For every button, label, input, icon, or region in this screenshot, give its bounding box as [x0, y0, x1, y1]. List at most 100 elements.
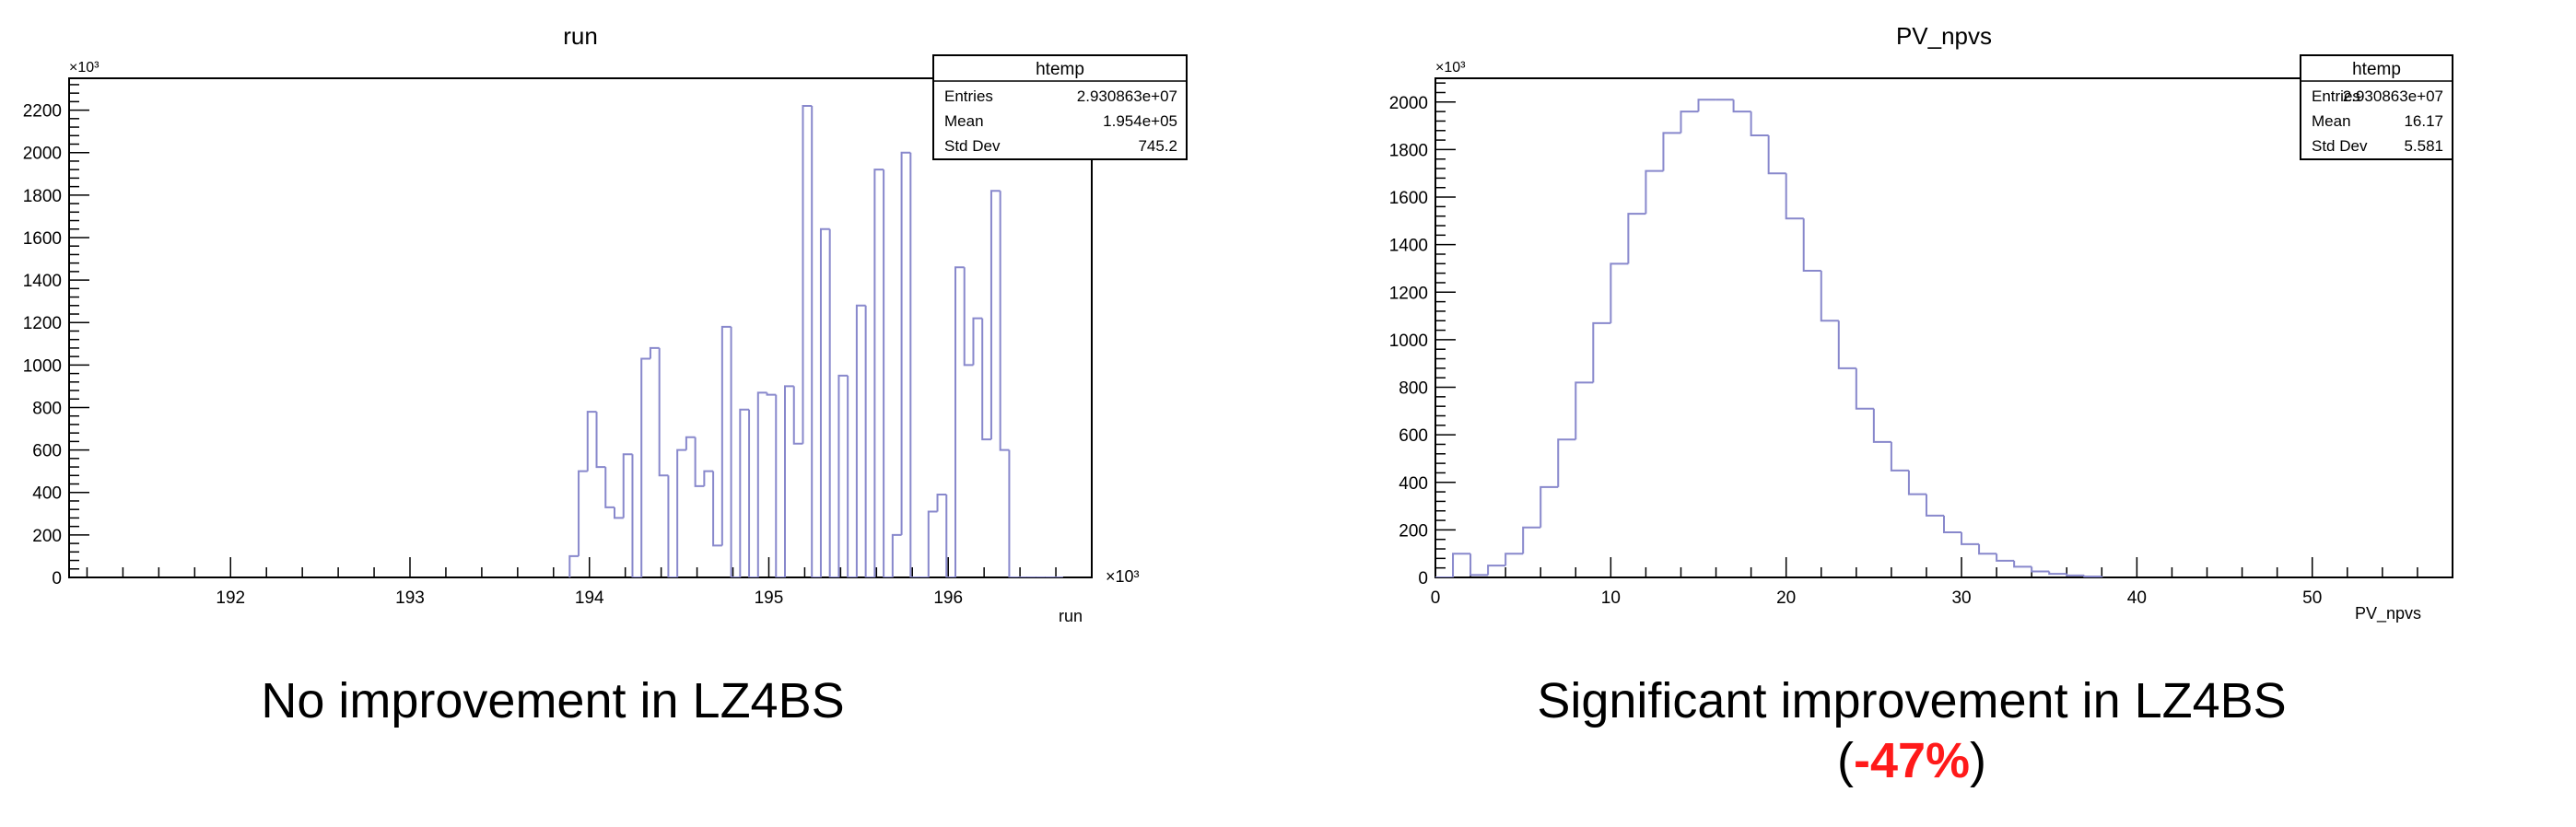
- histogram-bin: [1785, 173, 1804, 220]
- histogram-bin: [819, 227, 830, 577]
- histogram-bin: [1645, 169, 1664, 215]
- histogram-bin: [883, 169, 893, 577]
- stats-label: Entries: [2312, 87, 2360, 105]
- x-tick-label: 10: [1601, 588, 1621, 608]
- histogram-bin: [1469, 553, 1489, 577]
- histogram-bin: [1837, 320, 1856, 369]
- histogram-bin: [891, 533, 902, 577]
- x-tick-label: 193: [395, 588, 425, 608]
- histogram-bin: [676, 448, 686, 577]
- histogram-bin: [712, 471, 722, 547]
- stats-label: Entries: [944, 87, 993, 105]
- histogram-bin: [1487, 565, 1506, 576]
- histogram-bin: [2066, 574, 2085, 577]
- histogram-bin: [631, 454, 642, 577]
- histogram-bin: [989, 190, 1001, 440]
- plot-frame: [1434, 77, 2453, 578]
- histogram-bin: [936, 494, 947, 512]
- histogram-bin: [847, 375, 857, 577]
- right-caption-line2: (-47%): [1410, 732, 2414, 789]
- histogram-bin: [775, 394, 785, 577]
- histogram-bins: [1435, 99, 2103, 577]
- stats-value: 745.2: [1138, 137, 1177, 155]
- histogram-bin: [1820, 271, 1839, 322]
- histogram-bin: [999, 191, 1010, 451]
- y-tick-label: 1200: [23, 314, 62, 333]
- stats-value: 2.930863e+07: [1077, 87, 1177, 105]
- y-tick-label: 1000: [23, 356, 62, 376]
- histogram-bin: [828, 228, 839, 577]
- histogram-bin: [720, 325, 732, 546]
- histogram-bin: [1750, 111, 1769, 136]
- y-exponent-label: ×10³: [69, 60, 100, 76]
- histogram-bin: [909, 152, 920, 577]
- y-tick-label: 800: [32, 399, 62, 418]
- histogram-bin: [1008, 449, 1019, 577]
- chart-title: PV_npvs: [1896, 22, 1992, 50]
- histogram-bin: [2083, 575, 2102, 577]
- x-tick-label: 192: [216, 588, 245, 608]
- stats-box-frame: [2300, 54, 2453, 160]
- histogram-bin: [640, 357, 650, 577]
- histogram-bin: [586, 411, 597, 472]
- stats-value: 1.954e+05: [1103, 112, 1177, 130]
- stats-label: Mean: [2312, 112, 2351, 130]
- histogram-bin: [1452, 553, 1471, 577]
- y-tick-label: 1000: [1389, 332, 1428, 351]
- histogram-bin: [568, 554, 580, 577]
- histogram-bin: [811, 105, 821, 577]
- y-tick-label: 1600: [1389, 189, 1428, 208]
- histogram-bin: [1961, 531, 1980, 545]
- histogram-bin: [2031, 566, 2050, 573]
- histogram-bin: [1540, 485, 1559, 528]
- y-tick-label: 2000: [1389, 94, 1428, 113]
- histogram-bin: [873, 169, 884, 577]
- histogram-bin: [954, 266, 965, 577]
- histogram-bin: [614, 507, 624, 519]
- histogram-bin: [900, 151, 911, 535]
- chart-panel-1: PV_npvs020040060080010001200140016001800…: [1389, 22, 2453, 623]
- histogram-bin: [802, 104, 813, 444]
- y-tick-label: 1400: [23, 272, 62, 291]
- histogram-bin: [685, 436, 696, 450]
- y-tick-label: 1800: [23, 187, 62, 206]
- histogram-bin: [766, 392, 777, 396]
- histogram-bin: [1890, 441, 1909, 472]
- improvement-percent: -47%: [1853, 733, 1971, 788]
- histogram-bin: [694, 437, 705, 487]
- histogram-bin: [945, 495, 955, 577]
- histogram-bin: [2048, 571, 2067, 576]
- histogram-bin: [855, 304, 866, 577]
- histogram-bins: [568, 104, 1063, 577]
- y-tick-label: 2000: [23, 145, 62, 164]
- histogram-bin: [1610, 262, 1629, 323]
- histogram-bin: [658, 347, 669, 477]
- right-caption-line1: Significant improvement in LZ4BS: [1537, 673, 2287, 728]
- y-tick-label: 600: [1399, 426, 1428, 446]
- histogram-bin: [739, 408, 750, 577]
- histogram-bin: [1855, 367, 1874, 410]
- histogram-bin: [703, 470, 714, 486]
- histogram-bin: [864, 305, 875, 577]
- x-axis-label: run: [1059, 607, 1083, 625]
- histogram-bin: [730, 326, 741, 577]
- x-tick-label: 40: [2127, 588, 2147, 608]
- histogram-bin: [1522, 526, 1541, 554]
- histogram-bin: [1767, 134, 1786, 175]
- histogram-bin: [1978, 543, 1997, 555]
- y-tick-label: 400: [32, 484, 62, 504]
- stats-value: 2.930863e+07: [2343, 87, 2443, 105]
- left-caption: No improvement in LZ4BS: [261, 673, 845, 728]
- histogram-bin: [622, 453, 633, 518]
- stats-header: htemp: [1036, 60, 1084, 79]
- histogram-bin: [667, 475, 678, 577]
- histogram-bin: [1802, 218, 1821, 273]
- y-tick-label: 800: [1399, 379, 1428, 399]
- histogram-bin: [1592, 321, 1611, 383]
- histogram-bin: [1627, 213, 1646, 264]
- stats-label: Std Dev: [944, 137, 1001, 155]
- histogram-bin: [792, 386, 803, 445]
- histogram-bin: [837, 374, 849, 577]
